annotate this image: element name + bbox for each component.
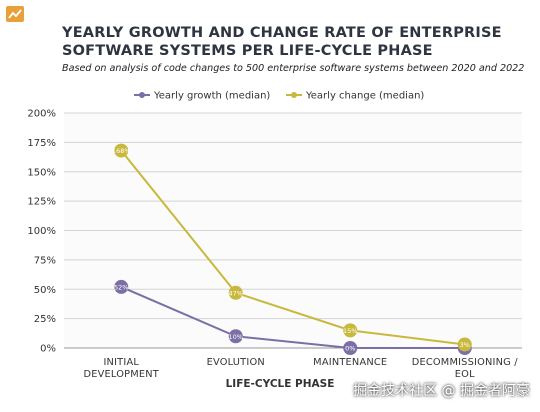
data-point <box>228 285 243 300</box>
legend-label: Yearly growth (median) <box>153 91 270 102</box>
data-label: 10% <box>229 333 243 341</box>
y-tick-label: 150% <box>27 167 56 178</box>
watermark: 掘金技术社区 @ 掘金者阿豪 <box>353 383 530 399</box>
chart-subtitle: Based on analysis of code changes to 500… <box>62 63 525 74</box>
series-line <box>120 285 465 349</box>
x-tick-label: DECOMMISSIONING / EOL <box>411 357 518 380</box>
data-label: 168% <box>112 147 131 155</box>
y-tick-label: 175% <box>27 138 56 149</box>
y-tick-label: 125% <box>27 197 56 208</box>
data-label: 0% <box>345 345 355 353</box>
data-point <box>343 341 358 355</box>
y-tick-label: 0% <box>40 344 56 355</box>
data-point <box>343 323 358 338</box>
y-tick-label: 25% <box>34 314 56 325</box>
y-tick-label: 200% <box>27 109 56 120</box>
logo-line <box>8 9 22 19</box>
x-tick-label: INITIAL DEVELOPMENT <box>83 357 159 380</box>
data-label: 52% <box>114 283 128 291</box>
y-tick-label: 75% <box>34 255 56 266</box>
y-tick-label: 100% <box>27 226 56 237</box>
data-label: 47% <box>229 289 243 297</box>
x-tick-label: MAINTENANCE <box>313 357 388 368</box>
data-point <box>114 143 129 158</box>
data-point <box>457 337 472 352</box>
chart-title: YEARLY GROWTH AND CHANGE RATE OF ENTERPR… <box>62 25 502 59</box>
y-tick-label: 50% <box>34 285 56 296</box>
legend-marker <box>139 92 145 98</box>
data-label: 15% <box>343 327 357 335</box>
legend-label: Yearly change (median) <box>305 91 424 102</box>
data-point <box>114 279 129 294</box>
series-line <box>120 149 465 346</box>
legend-marker <box>291 92 297 98</box>
data-label: 3% <box>460 341 470 349</box>
data-point <box>228 329 243 344</box>
x-tick-label: EVOLUTION <box>206 357 265 368</box>
x-axis-label: LIFE-CYCLE PHASE <box>225 378 335 390</box>
